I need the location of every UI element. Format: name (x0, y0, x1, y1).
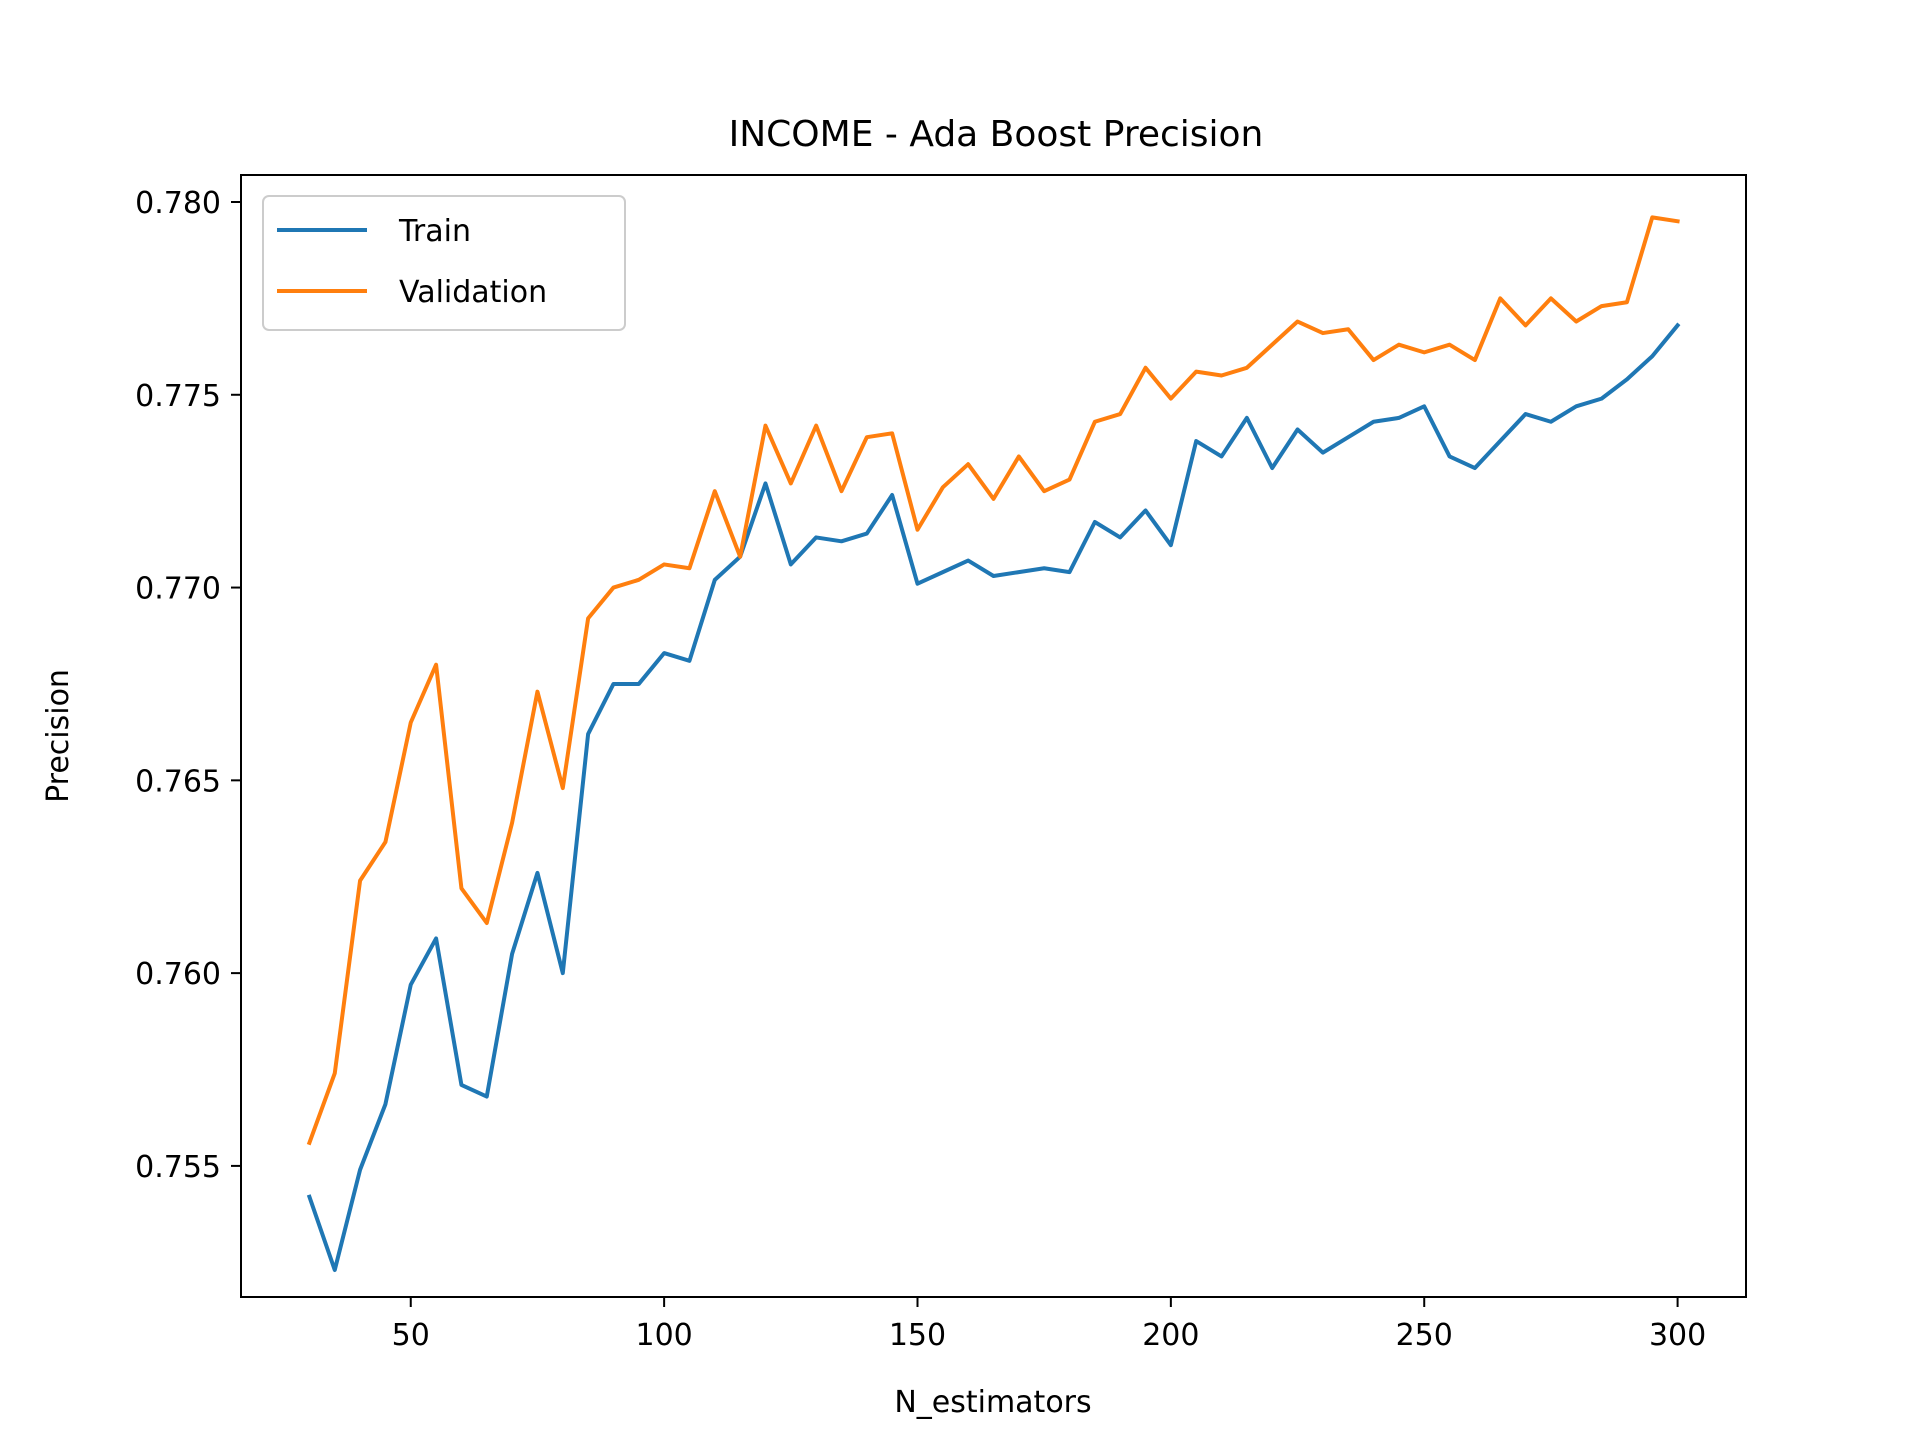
series-line-train (306, 322, 1681, 1273)
y-axis-label: Precision (41, 669, 76, 803)
x-tick-label: 300 (1649, 1318, 1706, 1353)
y-tick-label: 0.775 (135, 379, 221, 414)
chart-title: INCOME - Ada Boost Precision (729, 114, 1264, 155)
y-tick-label: 0.770 (135, 572, 221, 607)
x-tick-label: 150 (889, 1318, 946, 1353)
y-tick-label: 0.755 (135, 1150, 221, 1185)
x-tick-label: 50 (392, 1318, 430, 1353)
plot-frame (240, 174, 1747, 1298)
x-axis-ticks: 50 100 150 200 250 300 (392, 1297, 1706, 1353)
legend: Train Validation (262, 195, 626, 331)
legend-label-validation: Validation (399, 275, 547, 310)
y-tick-label: 0.765 (135, 764, 221, 799)
y-tick-label: 0.760 (135, 957, 221, 992)
y-tick-label: 0.780 (135, 186, 221, 221)
series-line-validation (306, 215, 1680, 1146)
x-tick-label: 200 (1142, 1318, 1199, 1353)
y-axis-ticks: 0.755 0.760 0.765 0.770 0.775 0.780 (135, 186, 241, 1185)
legend-label-train: Train (398, 214, 471, 249)
x-tick-label: 250 (1396, 1318, 1453, 1353)
x-axis-label: N_estimators (894, 1385, 1091, 1420)
plot-lines (306, 215, 1681, 1273)
x-tick-label: 100 (635, 1318, 692, 1353)
